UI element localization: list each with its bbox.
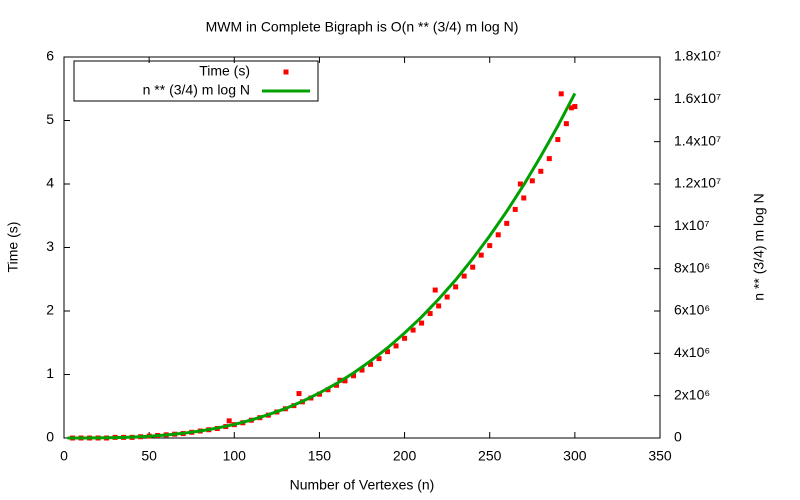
data-point — [563, 121, 569, 127]
data-point — [393, 343, 399, 349]
data-point — [572, 104, 578, 110]
y-axis-label: Time (s) — [5, 222, 21, 273]
data-point — [427, 311, 433, 317]
data-point — [350, 373, 356, 379]
y-tick-label: 6 — [46, 48, 54, 64]
data-point — [512, 206, 518, 212]
data-point — [470, 264, 476, 270]
data-point — [568, 105, 574, 111]
y2-tick-label: 2x10⁶ — [674, 386, 710, 402]
y-tick-label: 0 — [46, 429, 54, 445]
data-point — [444, 294, 450, 300]
data-point — [538, 168, 544, 174]
y-tick-label: 5 — [46, 111, 54, 127]
y2-tick-label: 0 — [674, 429, 682, 445]
x-tick-label: 150 — [308, 448, 332, 464]
data-point — [555, 137, 561, 143]
x-tick-label: 300 — [563, 448, 587, 464]
data-point — [487, 243, 493, 249]
y2-tick-label: 1x10⁷ — [674, 217, 709, 233]
x-axis-label: Number of Vertexes (n) — [290, 477, 435, 493]
data-point — [504, 220, 510, 226]
data-point — [376, 356, 382, 362]
plot-frame — [63, 56, 661, 439]
y-tick-label: 3 — [46, 238, 54, 254]
data-point — [359, 367, 365, 373]
x-tick-label: 100 — [223, 448, 247, 464]
data-point — [226, 418, 232, 424]
chart-title: MWM in Complete Bigraph is O(n ** (3/4) … — [206, 19, 519, 35]
x-tick-label: 200 — [393, 448, 417, 464]
x-tick-label: 250 — [478, 448, 502, 464]
data-point — [419, 320, 425, 326]
x-tick-label: 350 — [648, 448, 672, 464]
x-tick-label: 50 — [141, 448, 157, 464]
y2-tick-label: 1.2x10⁷ — [674, 175, 721, 191]
y-tick-label: 1 — [46, 365, 54, 381]
data-point — [529, 178, 535, 184]
legend-swatch — [283, 69, 289, 75]
y2-tick-label: 6x10⁶ — [674, 302, 710, 318]
data-point — [478, 252, 484, 258]
x-tick-label: 0 — [60, 448, 68, 464]
y2-tick-label: 1.4x10⁷ — [674, 132, 721, 148]
data-point — [495, 232, 501, 238]
data-point — [517, 181, 523, 187]
data-point — [461, 273, 467, 279]
legend-box — [73, 60, 319, 102]
y2-tick-label: 4x10⁶ — [674, 344, 710, 360]
data-point — [432, 287, 438, 293]
data-point — [342, 378, 348, 384]
data-point — [436, 303, 442, 309]
data-point — [521, 195, 527, 201]
data-line — [67, 92, 577, 440]
data-point — [453, 284, 459, 290]
y2-tick-label: 1.8x10⁷ — [674, 48, 721, 64]
y2-tick-label: 8x10⁶ — [674, 259, 710, 275]
data-point — [296, 391, 302, 397]
y2-axis-label: n ** (3/4) m log N — [751, 193, 767, 300]
data-point — [546, 156, 552, 162]
y-tick-label: 2 — [46, 302, 54, 318]
y2-tick-label: 1.6x10⁷ — [674, 90, 721, 106]
legend-label: n ** (3/4) m log N — [143, 82, 250, 98]
data-point — [410, 327, 416, 333]
legend-label: Time (s) — [199, 63, 250, 79]
data-point — [368, 361, 374, 367]
data-point — [385, 349, 391, 355]
y-tick-label: 4 — [46, 175, 54, 191]
data-point — [402, 335, 408, 341]
data-point — [558, 91, 564, 97]
